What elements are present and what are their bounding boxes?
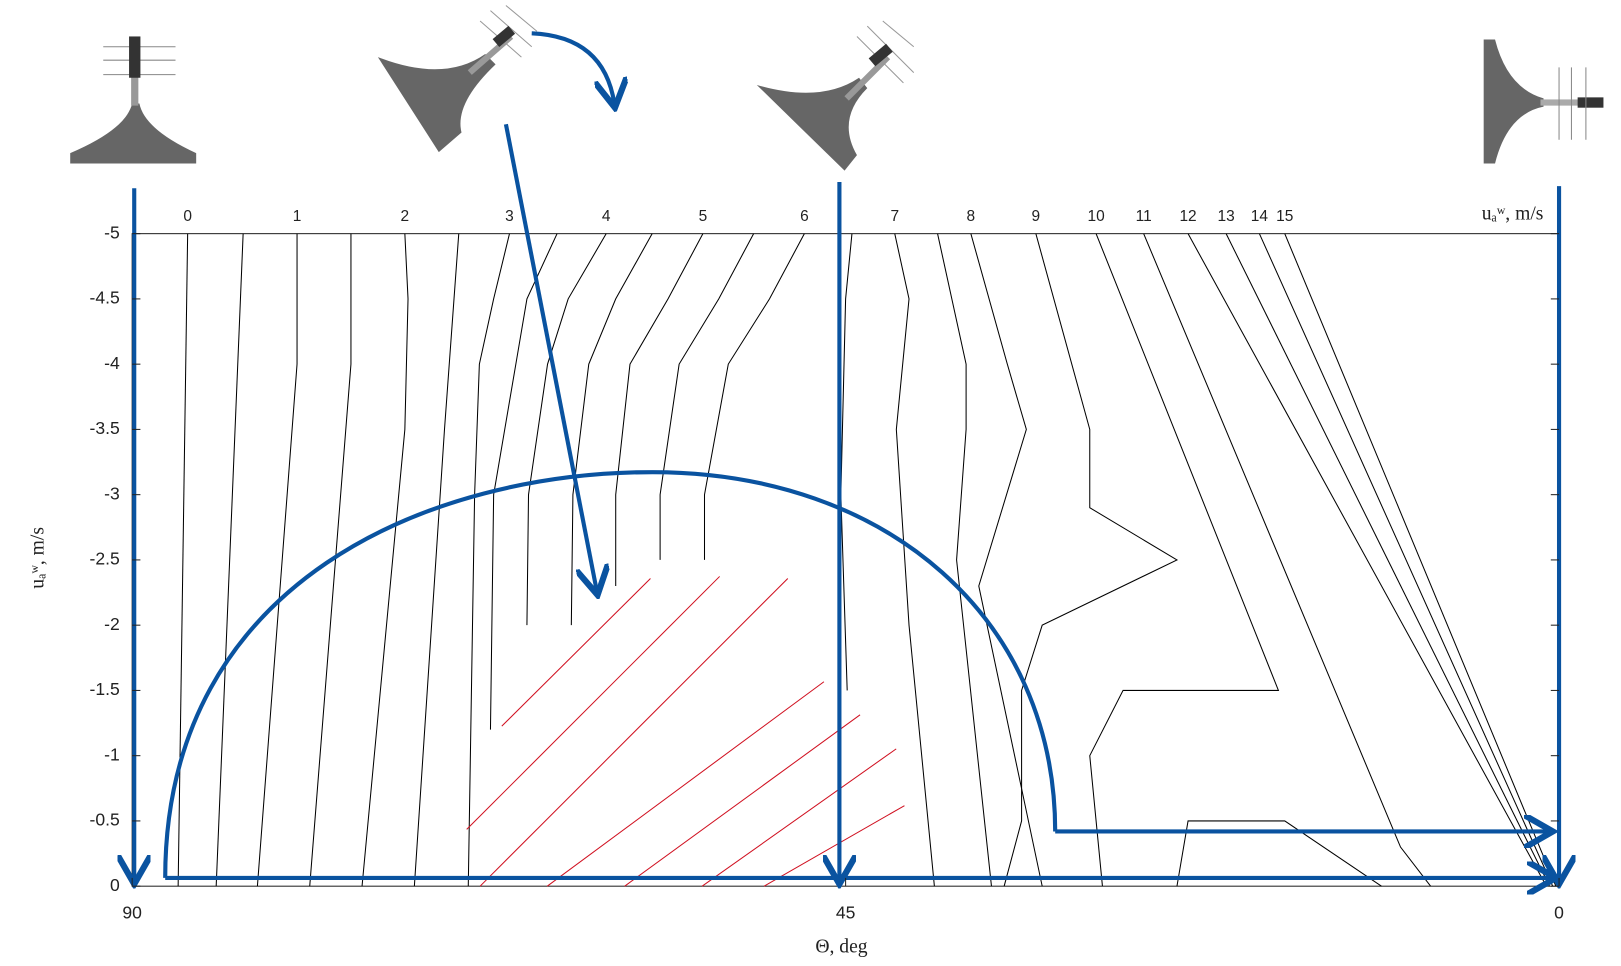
y-tick-label: -1.5 — [90, 679, 120, 699]
drone-icon — [1484, 40, 1604, 164]
y-tick-label: -3 — [104, 483, 120, 503]
plot-area — [178, 234, 1556, 887]
contour-line — [705, 234, 805, 560]
contour-line — [1226, 234, 1549, 887]
contour-level-label: 13 — [1217, 208, 1234, 225]
y-tick-label: -4 — [104, 353, 120, 373]
contour-level-label: 0 — [183, 208, 192, 225]
contour-line — [1188, 234, 1546, 887]
contour-level-label: 8 — [967, 208, 976, 225]
contour-line — [257, 234, 297, 887]
contour-level-label: 4 — [602, 208, 611, 225]
contour-line — [971, 234, 1042, 887]
contour-line — [660, 234, 754, 560]
contour-line — [938, 234, 992, 887]
contour-line — [216, 234, 243, 887]
contour-line — [571, 234, 652, 626]
contour-level-label: 15 — [1276, 208, 1293, 225]
page: Θ, deg uₐʷ, m/s uₐʷ, m/s 0 -0.5 -1 -1.5 -2 -2… — [0, 0, 1621, 966]
y-tick-label: -3.5 — [90, 418, 120, 438]
contour-level-label: 5 — [699, 208, 708, 225]
contour-line — [362, 234, 408, 887]
y-tick-label: -2.5 — [90, 549, 120, 569]
x-tick-label: 90 — [122, 903, 142, 923]
level-axis-label: uₐʷ, m/s — [1482, 204, 1544, 225]
contour-level-label: 1 — [293, 208, 302, 225]
contour-level-label: 11 — [1136, 208, 1152, 225]
contour-line — [468, 234, 509, 887]
y-tick-label: 0 — [110, 875, 120, 895]
x-axis-label: Θ, deg — [815, 937, 867, 958]
contour-line — [1259, 234, 1552, 887]
plot-frame — [132, 234, 1559, 887]
contour-level-label: 2 — [401, 208, 410, 225]
contour-level-label: 12 — [1179, 208, 1196, 225]
contour-level-label: 3 — [505, 208, 514, 225]
drone-icon — [70, 36, 196, 163]
contour-line — [616, 234, 703, 586]
contour-line — [178, 234, 188, 887]
y-tick-label: -4.5 — [90, 288, 120, 308]
contour-level-label: 6 — [800, 208, 809, 225]
contour-level-label: 9 — [1032, 208, 1041, 225]
x-tick-label: 0 — [1554, 903, 1564, 923]
contour-level-label: 14 — [1251, 208, 1269, 225]
contour-level-label: 7 — [890, 208, 899, 225]
contour-level-label: 10 — [1087, 208, 1104, 225]
x-tick-label: 45 — [836, 903, 856, 923]
y-tick-label: -5 — [104, 222, 120, 242]
chart: Θ, deg uₐʷ, m/s uₐʷ, m/s 0 -0.5 -1 -1.5 -2 -2… — [0, 0, 1621, 966]
contour-line — [1004, 234, 1177, 887]
y-tick-label: -1 — [104, 744, 120, 764]
drone-icon — [757, 21, 914, 171]
drone-icon — [378, 5, 537, 152]
y-tick-label: -2 — [104, 614, 120, 634]
y-tick-label: -0.5 — [90, 810, 120, 830]
contour-line — [841, 234, 852, 691]
contour-line — [1285, 234, 1556, 887]
contour-line — [414, 234, 458, 887]
y-axis-label: uₐʷ, m/s — [28, 527, 49, 589]
